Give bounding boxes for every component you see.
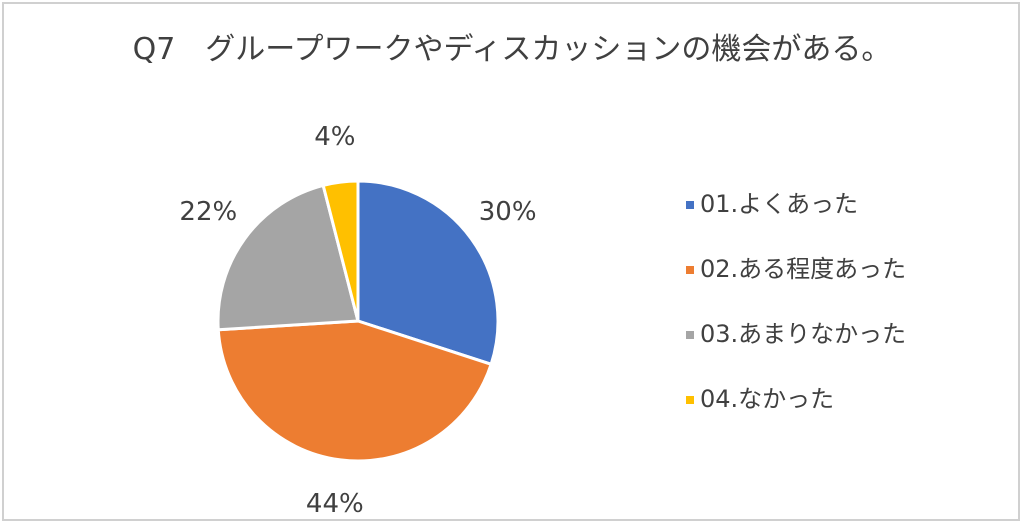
pie-slice	[216, 183, 360, 332]
data-label: 30%	[479, 197, 537, 227]
pie-slice	[321, 179, 360, 322]
legend-marker	[686, 201, 694, 209]
legend-marker	[686, 396, 694, 404]
data-label: 4%	[314, 122, 355, 152]
pie-slice	[356, 179, 500, 367]
pie-slice	[216, 319, 494, 463]
legend-label: 03.あまりなかった	[700, 320, 906, 348]
data-label: 44%	[306, 489, 364, 519]
legend-marker	[686, 331, 694, 339]
legend-label: 01.よくあった	[700, 190, 858, 218]
legend-marker	[686, 266, 694, 274]
legend-label: 04.なかった	[700, 385, 834, 413]
chart-title: Q7 グループワークやディスカッションの機会がある。	[132, 32, 892, 67]
data-label: 22%	[179, 197, 237, 227]
legend-label: 02.ある程度あった	[700, 255, 906, 283]
